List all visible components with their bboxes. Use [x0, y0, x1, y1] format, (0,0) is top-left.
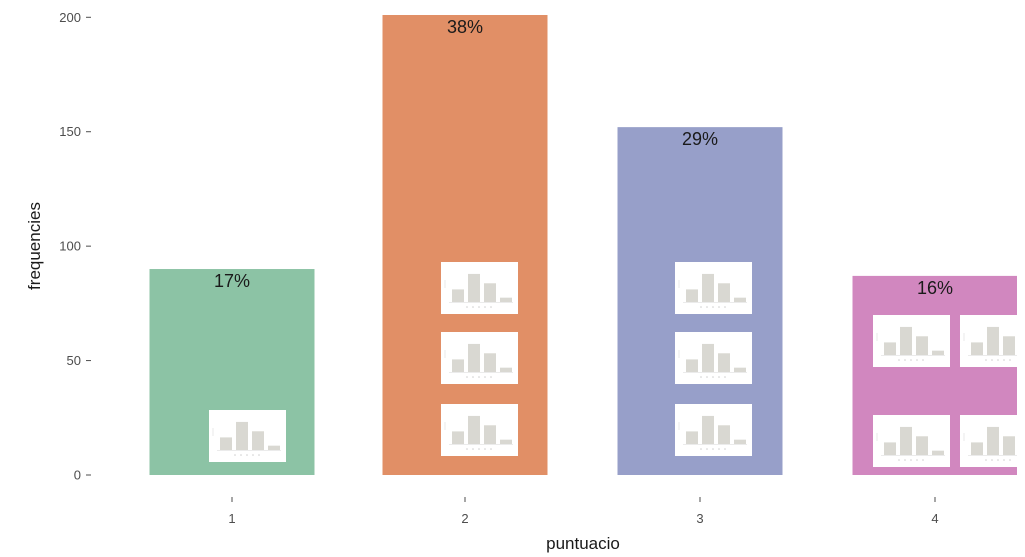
bars	[149, 15, 1017, 475]
percent-labels: 17% 38% 29% 16%	[214, 17, 953, 298]
x-tick-label: 2	[461, 511, 468, 526]
y-axis: 0 50 100 150 200	[59, 10, 91, 483]
thumbnail-image	[675, 404, 752, 456]
thumbnail-image	[209, 410, 286, 462]
thumbnails	[209, 262, 1017, 467]
x-tick-label: 4	[931, 511, 938, 526]
y-axis-title: frequencies	[25, 202, 44, 290]
thumbnail-image	[960, 415, 1017, 467]
thumbnail-image	[441, 404, 518, 456]
x-axis-title: puntuacio	[546, 534, 620, 553]
y-tick-label: 200	[59, 10, 81, 25]
y-tick-label: 150	[59, 124, 81, 139]
y-tick-label: 100	[59, 239, 81, 254]
thumbnail-image	[675, 332, 752, 384]
thumbnail-image	[675, 262, 752, 314]
x-tick-label: 1	[228, 511, 235, 526]
thumbnail-image	[441, 332, 518, 384]
thumbnail-image	[873, 315, 950, 367]
bar-2	[382, 15, 548, 475]
percent-label-3: 29%	[682, 129, 718, 149]
y-tick-label: 0	[74, 468, 81, 483]
percent-label-2: 38%	[447, 17, 483, 37]
thumbnail-image	[873, 415, 950, 467]
x-axis: 1 2 3 4	[228, 497, 939, 526]
thumbnail-image	[960, 315, 1017, 367]
percent-label-4: 16%	[917, 278, 953, 298]
x-tick-label: 3	[696, 511, 703, 526]
y-tick-label: 50	[67, 353, 81, 368]
percent-label-1: 17%	[214, 271, 250, 291]
thumbnail-image	[441, 262, 518, 314]
